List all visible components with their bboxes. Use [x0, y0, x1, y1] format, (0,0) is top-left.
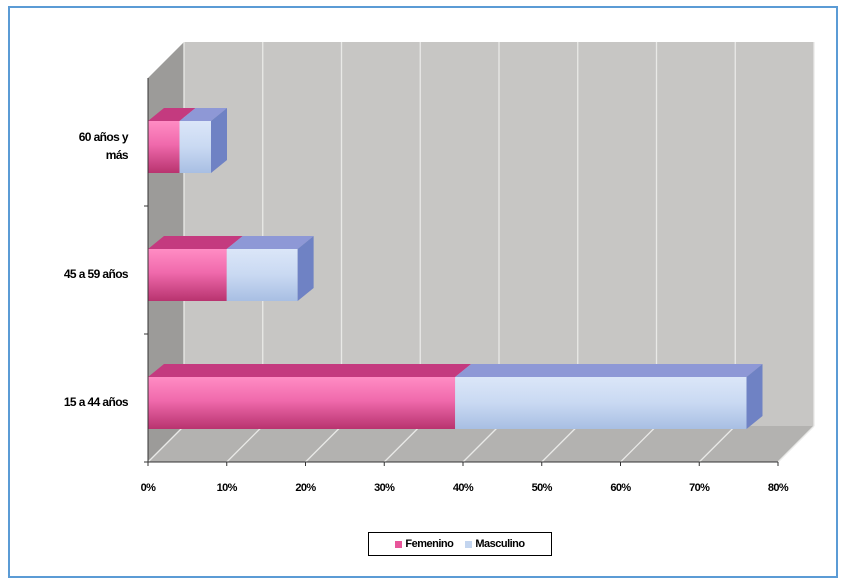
axes — [144, 78, 779, 466]
bar-masculino — [226, 249, 298, 301]
legend-item-masculino: Masculino — [465, 538, 525, 550]
legend-label-masculino: Masculino — [475, 538, 525, 550]
bar-femenino — [148, 249, 227, 301]
gridline-floor — [698, 425, 736, 463]
bar-masculino-top — [226, 236, 314, 249]
gridline-floor — [305, 425, 342, 463]
gridlines — [147, 42, 815, 463]
bar-masculino-side — [211, 108, 227, 173]
x-tick-label: 10% — [217, 482, 238, 494]
gridline-floor — [383, 425, 421, 463]
legend-item-femenino: Femenino — [395, 538, 454, 550]
category-label: 60 años y más — [79, 130, 129, 162]
gridline-floor — [620, 425, 657, 463]
x-tick-label: 20% — [295, 482, 316, 494]
x-tick-label: 0% — [141, 482, 157, 494]
legend-label-femenino: Femenino — [405, 538, 454, 550]
bar-femenino-top — [148, 236, 243, 249]
x-tick-label: 50% — [532, 482, 553, 494]
bar-femenino — [148, 121, 180, 173]
gridline-floor — [462, 425, 500, 463]
category-label: 45 a 59 años — [64, 267, 129, 281]
legend-swatch-femenino — [395, 540, 403, 548]
bar-femenino — [148, 377, 456, 429]
bar-masculino — [179, 121, 211, 173]
bars — [148, 108, 763, 429]
bar-masculino-top — [179, 108, 227, 121]
bar-masculino-top — [455, 364, 763, 377]
bar-femenino-top — [148, 108, 196, 121]
x-tick-label: 30% — [374, 482, 395, 494]
gridline-floor — [147, 425, 185, 463]
x-tick-label: 70% — [689, 482, 710, 494]
bar-masculino-side — [746, 364, 763, 429]
bar-masculino — [455, 377, 747, 429]
bar-femenino-top — [148, 364, 472, 377]
legend: Femenino Masculino — [368, 532, 552, 556]
gridline-floor — [226, 425, 264, 463]
gridline-floor — [541, 425, 579, 463]
legend-swatch-masculino — [465, 540, 473, 548]
gridline-floor — [777, 425, 815, 463]
category-label: 15 a 44 años — [64, 395, 129, 409]
x-tick-label: 40% — [453, 482, 474, 494]
labels: 0% 10% 20% 30% 40% 50% 60% 70% 80% 15 a 44 años 45… — [64, 130, 790, 494]
bar-masculino-side — [297, 236, 314, 301]
x-tick-label: 80% — [768, 482, 789, 494]
x-tick-label: 60% — [610, 482, 631, 494]
